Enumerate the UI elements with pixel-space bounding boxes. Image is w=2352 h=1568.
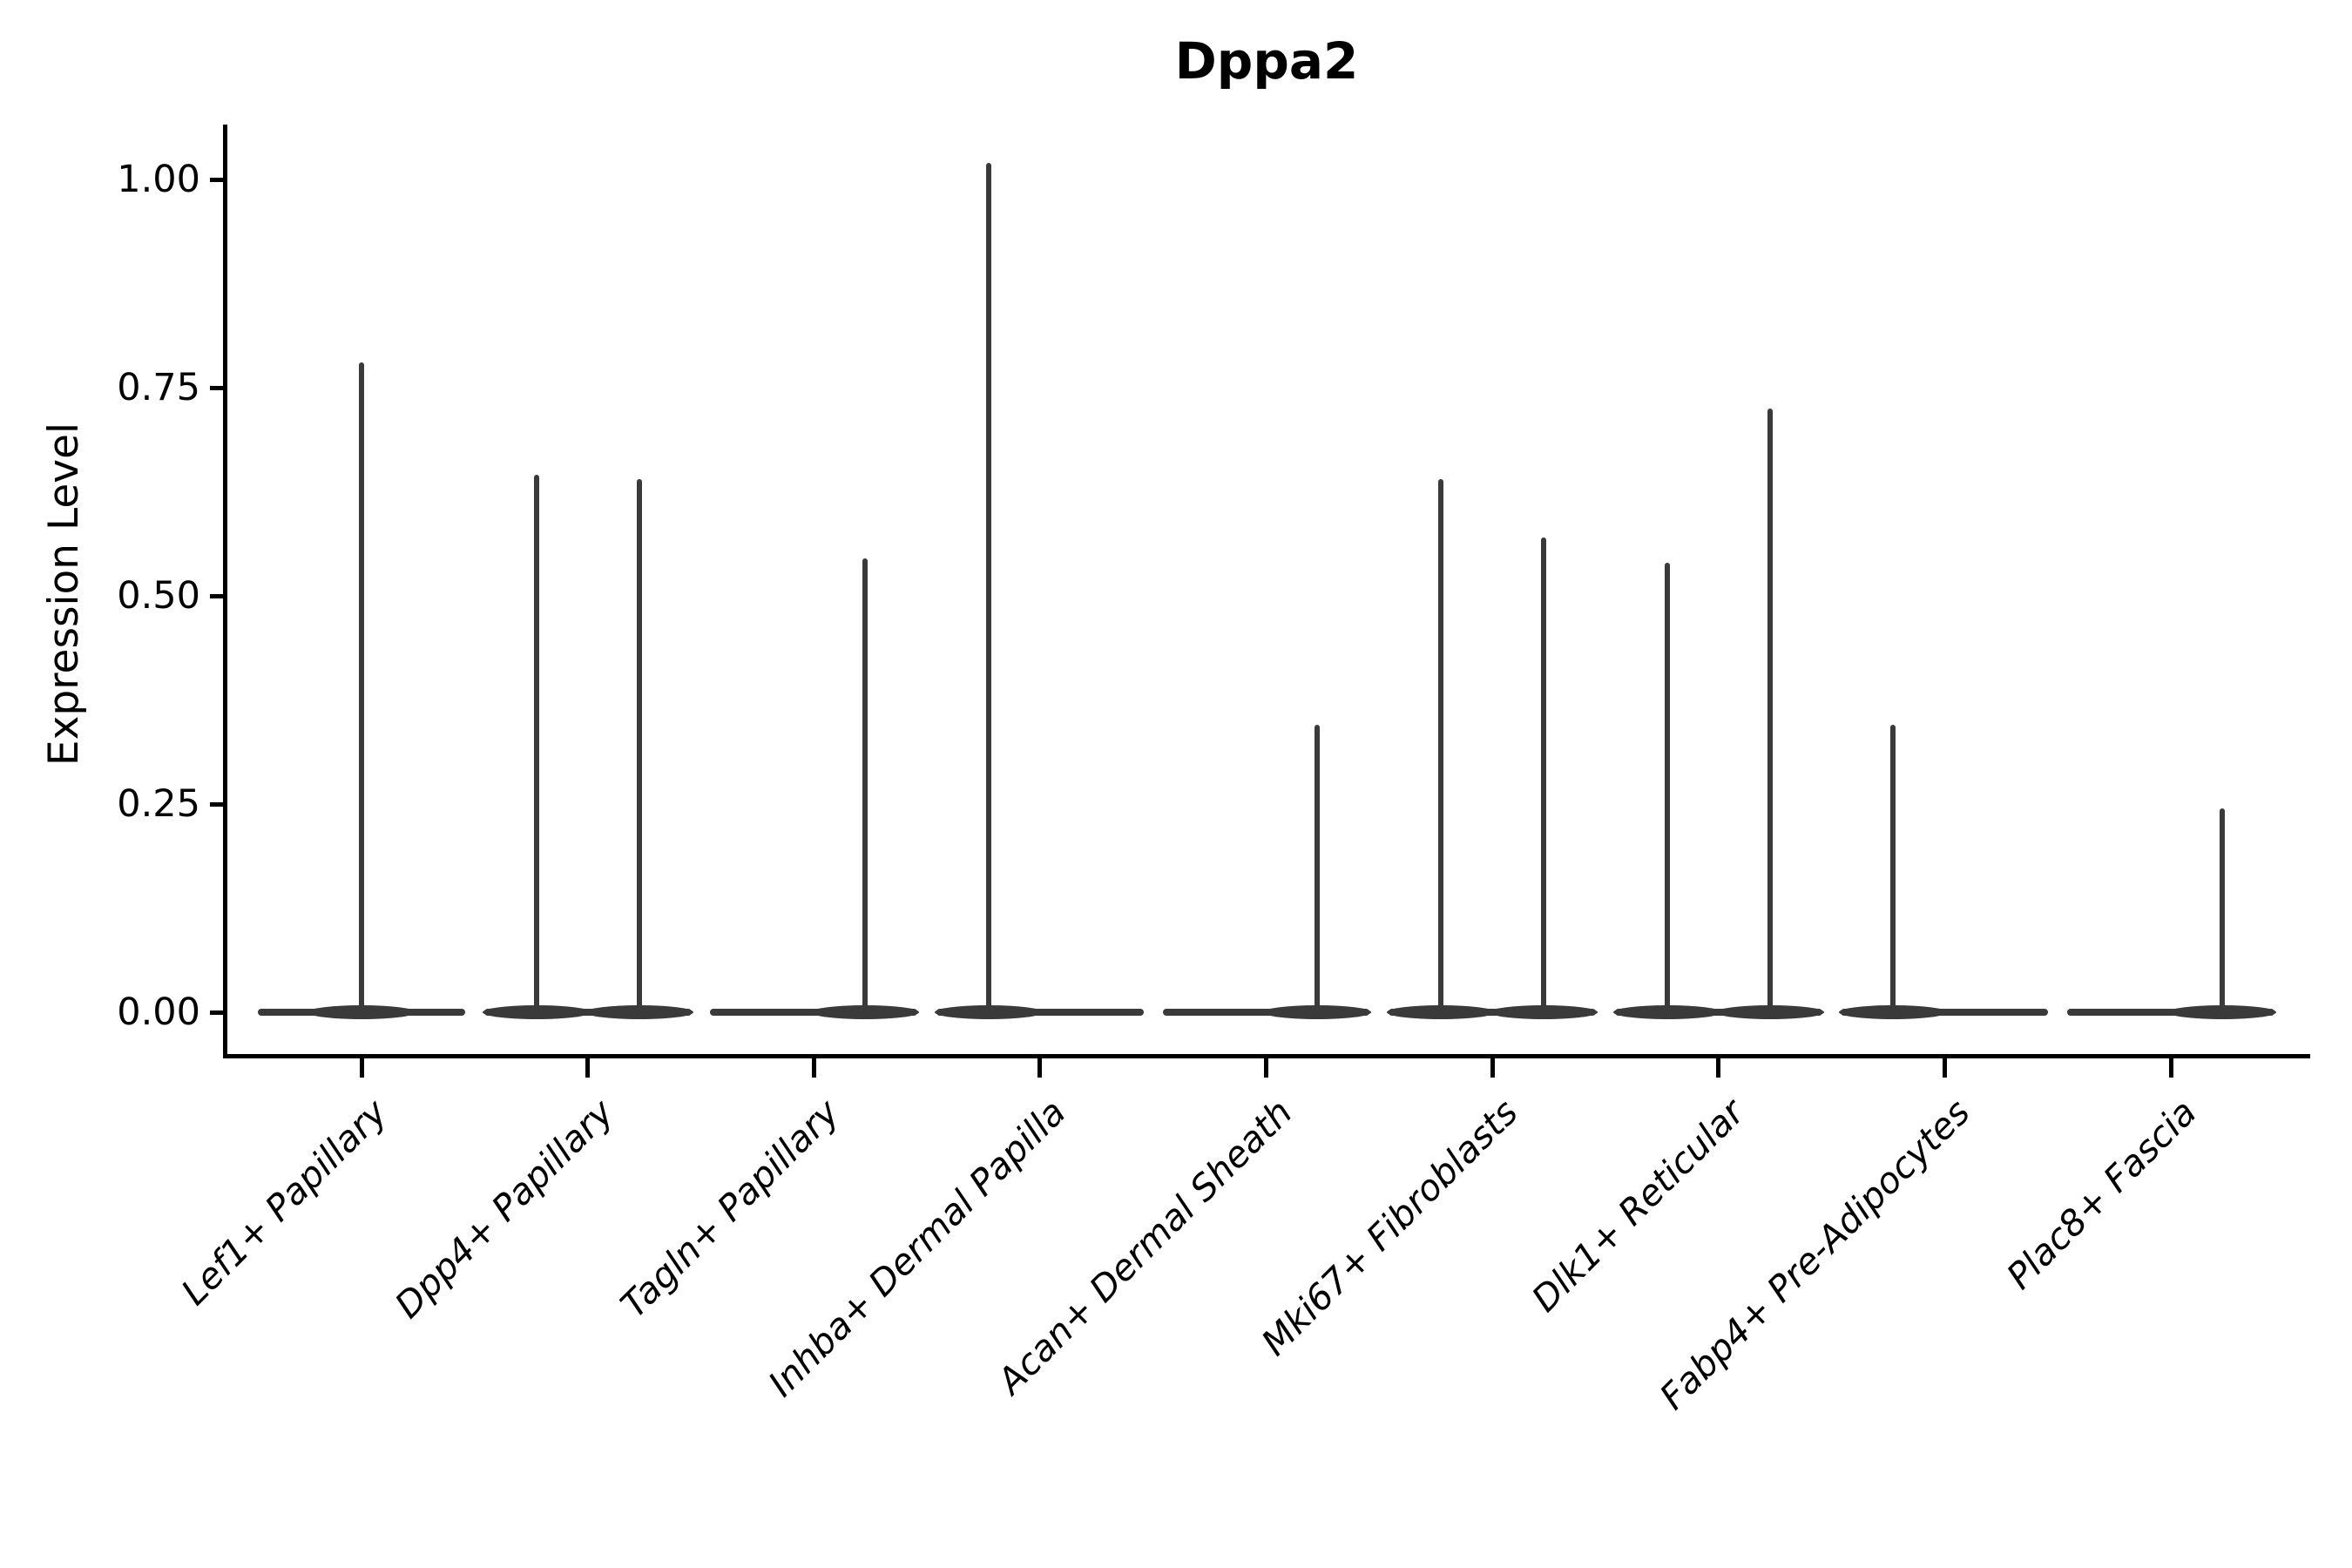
y-tick-label: 1.00 [117, 158, 200, 201]
violin-spike [1890, 725, 1896, 1016]
x-tick-mark [1037, 1055, 1043, 1078]
x-tick-label: Inhba+ Dermal Papilla [760, 1091, 1074, 1405]
x-tick-label: Acan+ Dermal Sheath [989, 1091, 1301, 1402]
x-tick-mark [1490, 1055, 1495, 1078]
violin-spike [2219, 808, 2225, 1016]
x-tick-mark [1942, 1055, 1947, 1078]
y-tick-label: 0.50 [117, 574, 200, 618]
x-tick-mark [585, 1055, 591, 1078]
violin-spike [1664, 562, 1670, 1016]
y-tick-label: 0.00 [117, 990, 200, 1034]
x-tick-label: Tagln+ Papillary [612, 1091, 848, 1327]
y-tick-mark [210, 1010, 225, 1015]
x-tick-label: Mki67+ Fibroblasts [1253, 1091, 1526, 1364]
x-tick-mark [359, 1055, 364, 1078]
violin-spike [1438, 479, 1444, 1016]
violin-spike [1315, 725, 1321, 1016]
x-tick-label: Plac8+ Fascia [1998, 1091, 2205, 1298]
violin-spike [862, 558, 868, 1016]
x-tick-label: Fabp4+ Pre-Adipocytes [1652, 1091, 1979, 1418]
x-tick-mark [2168, 1055, 2173, 1078]
y-tick-label: 0.75 [117, 366, 200, 409]
y-tick-mark [210, 177, 225, 182]
violin-spike [359, 362, 364, 1016]
x-tick-label: Dpp4+ Papillary [386, 1091, 622, 1327]
x-tick-mark [811, 1055, 816, 1078]
violin-spike [636, 479, 642, 1016]
y-tick-mark [210, 385, 225, 390]
x-tick-label: Dlk1+ Reticular [1523, 1091, 1753, 1321]
x-tick-mark [1716, 1055, 1721, 1078]
figure-title: Dppa2 [1174, 31, 1359, 91]
left-axis-spine [223, 125, 227, 1058]
violin-spike [1767, 408, 1773, 1016]
y-tick-mark [210, 801, 225, 807]
violin-spike [1541, 537, 1547, 1016]
violin-spike [533, 475, 539, 1016]
violin-spike [985, 162, 991, 1016]
y-tick-mark [210, 593, 225, 598]
x-tick-mark [1264, 1055, 1268, 1078]
y-tick-label: 0.25 [117, 782, 200, 826]
